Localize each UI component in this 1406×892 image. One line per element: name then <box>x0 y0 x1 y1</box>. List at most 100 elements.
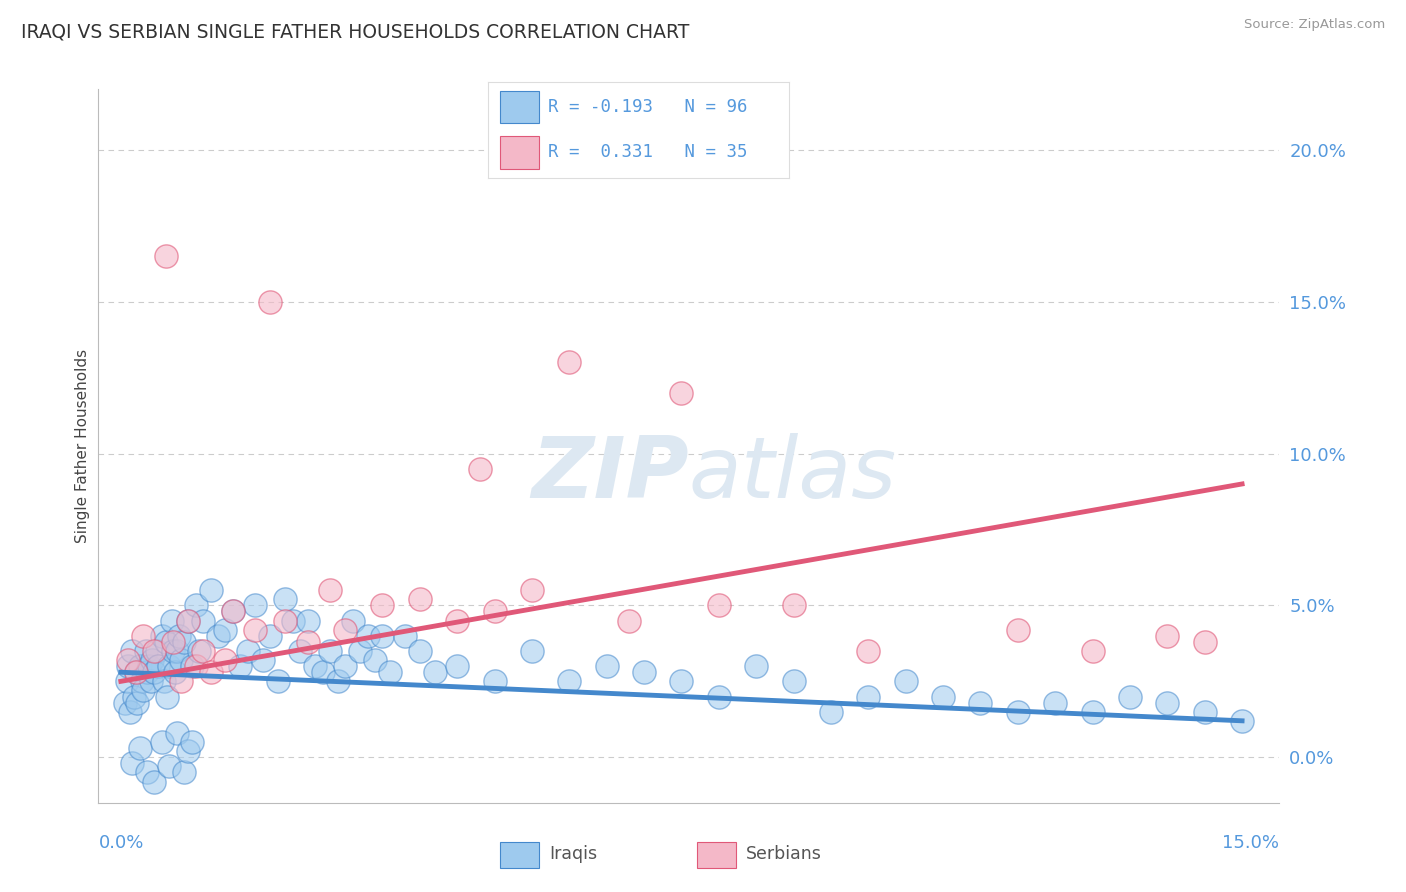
Point <box>782 599 804 613</box>
Point <box>159 659 181 673</box>
Point <box>1194 635 1216 649</box>
Text: 0.0%: 0.0% <box>98 834 143 852</box>
Text: R = -0.193   N = 96: R = -0.193 N = 96 <box>548 97 748 116</box>
Bar <box>697 842 737 868</box>
Point <box>1119 690 1142 704</box>
Point <box>558 674 581 689</box>
Point <box>326 674 349 689</box>
Text: Serbians: Serbians <box>747 845 823 863</box>
Point <box>252 653 274 667</box>
Point <box>274 592 297 607</box>
Point <box>378 665 401 680</box>
Point <box>319 583 342 598</box>
Point <box>191 614 214 628</box>
Point <box>169 653 191 667</box>
Point <box>114 696 136 710</box>
Point <box>484 605 506 619</box>
Point <box>136 765 159 780</box>
Point <box>177 744 200 758</box>
Point <box>274 614 297 628</box>
Text: Source: ZipAtlas.com: Source: ZipAtlas.com <box>1244 18 1385 31</box>
Point <box>169 674 191 689</box>
Point <box>166 644 188 658</box>
Point <box>1230 714 1253 728</box>
Point <box>319 644 342 658</box>
Text: atlas: atlas <box>689 433 897 516</box>
Point <box>290 644 312 658</box>
Point <box>1045 696 1067 710</box>
Point <box>520 583 543 598</box>
Point <box>229 659 252 673</box>
Point <box>177 614 200 628</box>
Bar <box>501 842 540 868</box>
Point <box>932 690 955 704</box>
Point <box>127 696 149 710</box>
Point <box>333 659 356 673</box>
Point <box>858 644 880 658</box>
Point <box>311 665 333 680</box>
Point <box>180 659 202 673</box>
Point <box>281 614 304 628</box>
Point <box>200 583 222 598</box>
Point <box>245 623 267 637</box>
Point <box>394 629 416 643</box>
Point <box>125 665 148 680</box>
Point <box>155 635 177 649</box>
Point <box>1007 705 1029 719</box>
Point <box>131 674 153 689</box>
Point <box>150 735 173 749</box>
Point <box>143 644 166 658</box>
Point <box>356 629 378 643</box>
Point <box>304 659 326 673</box>
Point <box>155 249 177 263</box>
Point <box>349 644 371 658</box>
Point <box>159 759 181 773</box>
Point <box>117 653 139 667</box>
Point <box>150 629 173 643</box>
Text: R =  0.331   N = 35: R = 0.331 N = 35 <box>548 143 748 161</box>
Point <box>1007 623 1029 637</box>
Point <box>141 653 163 667</box>
Point <box>184 599 207 613</box>
Point <box>132 683 155 698</box>
Point <box>167 629 190 643</box>
Point <box>259 629 281 643</box>
Point <box>267 674 290 689</box>
Point <box>191 644 214 658</box>
Point <box>143 774 166 789</box>
Point <box>132 629 155 643</box>
Point <box>1081 644 1104 658</box>
Point <box>820 705 842 719</box>
Y-axis label: Single Father Households: Single Father Households <box>75 349 90 543</box>
Point <box>118 705 141 719</box>
Point <box>297 635 319 649</box>
Point <box>409 644 432 658</box>
Point <box>342 614 364 628</box>
Bar <box>501 91 540 123</box>
Point <box>145 644 167 658</box>
Point <box>1081 705 1104 719</box>
Point <box>707 599 730 613</box>
Point <box>160 614 183 628</box>
Point <box>245 599 267 613</box>
Point <box>364 653 387 667</box>
Point <box>115 674 138 689</box>
Point <box>125 665 148 680</box>
Point <box>297 614 319 628</box>
Point <box>259 294 281 309</box>
Point <box>446 659 468 673</box>
Point <box>134 644 156 658</box>
Point <box>188 644 211 658</box>
Point <box>128 659 150 673</box>
Point <box>184 659 207 673</box>
Point <box>124 690 146 704</box>
Point <box>558 355 581 369</box>
Point <box>214 653 236 667</box>
Point <box>409 592 432 607</box>
Point <box>156 690 179 704</box>
Text: ZIP: ZIP <box>531 433 689 516</box>
Point <box>894 674 917 689</box>
Text: IRAQI VS SERBIAN SINGLE FATHER HOUSEHOLDS CORRELATION CHART: IRAQI VS SERBIAN SINGLE FATHER HOUSEHOLD… <box>21 22 689 41</box>
Point <box>333 623 356 637</box>
Point <box>173 765 195 780</box>
